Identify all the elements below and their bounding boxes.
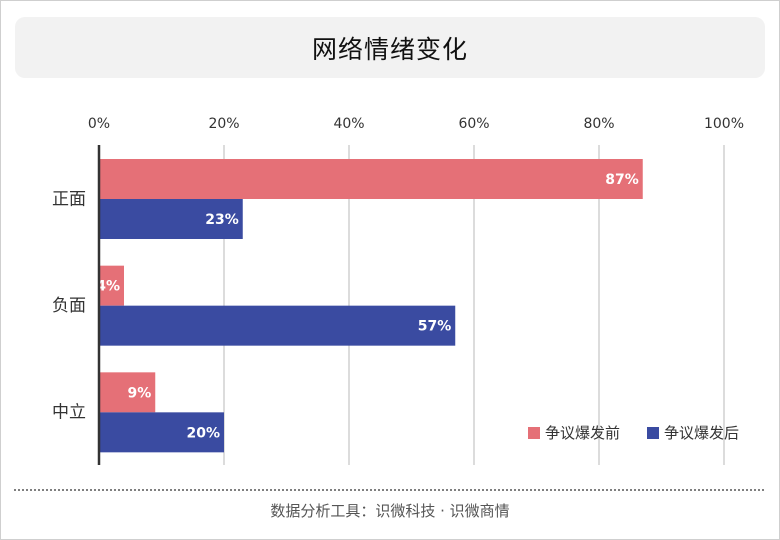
title-banner: 网络情绪变化 (15, 17, 765, 78)
data-label: 20% (186, 425, 220, 441)
data-label: 9% (127, 385, 151, 401)
category-label: 中立 (52, 403, 86, 423)
x-tick-label: 40% (333, 116, 364, 132)
legend-swatch (528, 427, 540, 439)
bar (99, 199, 243, 239)
legend-label: 争议爆发后 (664, 424, 739, 442)
x-tick-label: 20% (208, 116, 239, 132)
data-label: 87% (605, 172, 639, 188)
data-label: 23% (205, 212, 239, 228)
bar (99, 159, 643, 199)
x-tick-label: 80% (583, 116, 614, 132)
category-label: 负面 (52, 296, 86, 316)
bar (99, 305, 456, 346)
data-label: 4% (96, 279, 120, 295)
category-label: 正面 (52, 189, 86, 209)
bar (99, 265, 124, 306)
data-label: 57% (418, 319, 452, 335)
footer-divider (14, 489, 764, 491)
footer-source: 数据分析工具：识微科技 · 识微商情 (270, 502, 510, 520)
bar (99, 412, 224, 453)
legend-swatch (647, 427, 659, 439)
x-tick-label: 100% (704, 116, 744, 132)
chart-title: 网络情绪变化 (311, 34, 468, 64)
x-tick-label: 60% (458, 116, 489, 132)
x-tick-label: 0% (88, 116, 110, 132)
legend-label: 争议爆发前 (545, 424, 620, 442)
bar (99, 372, 156, 413)
